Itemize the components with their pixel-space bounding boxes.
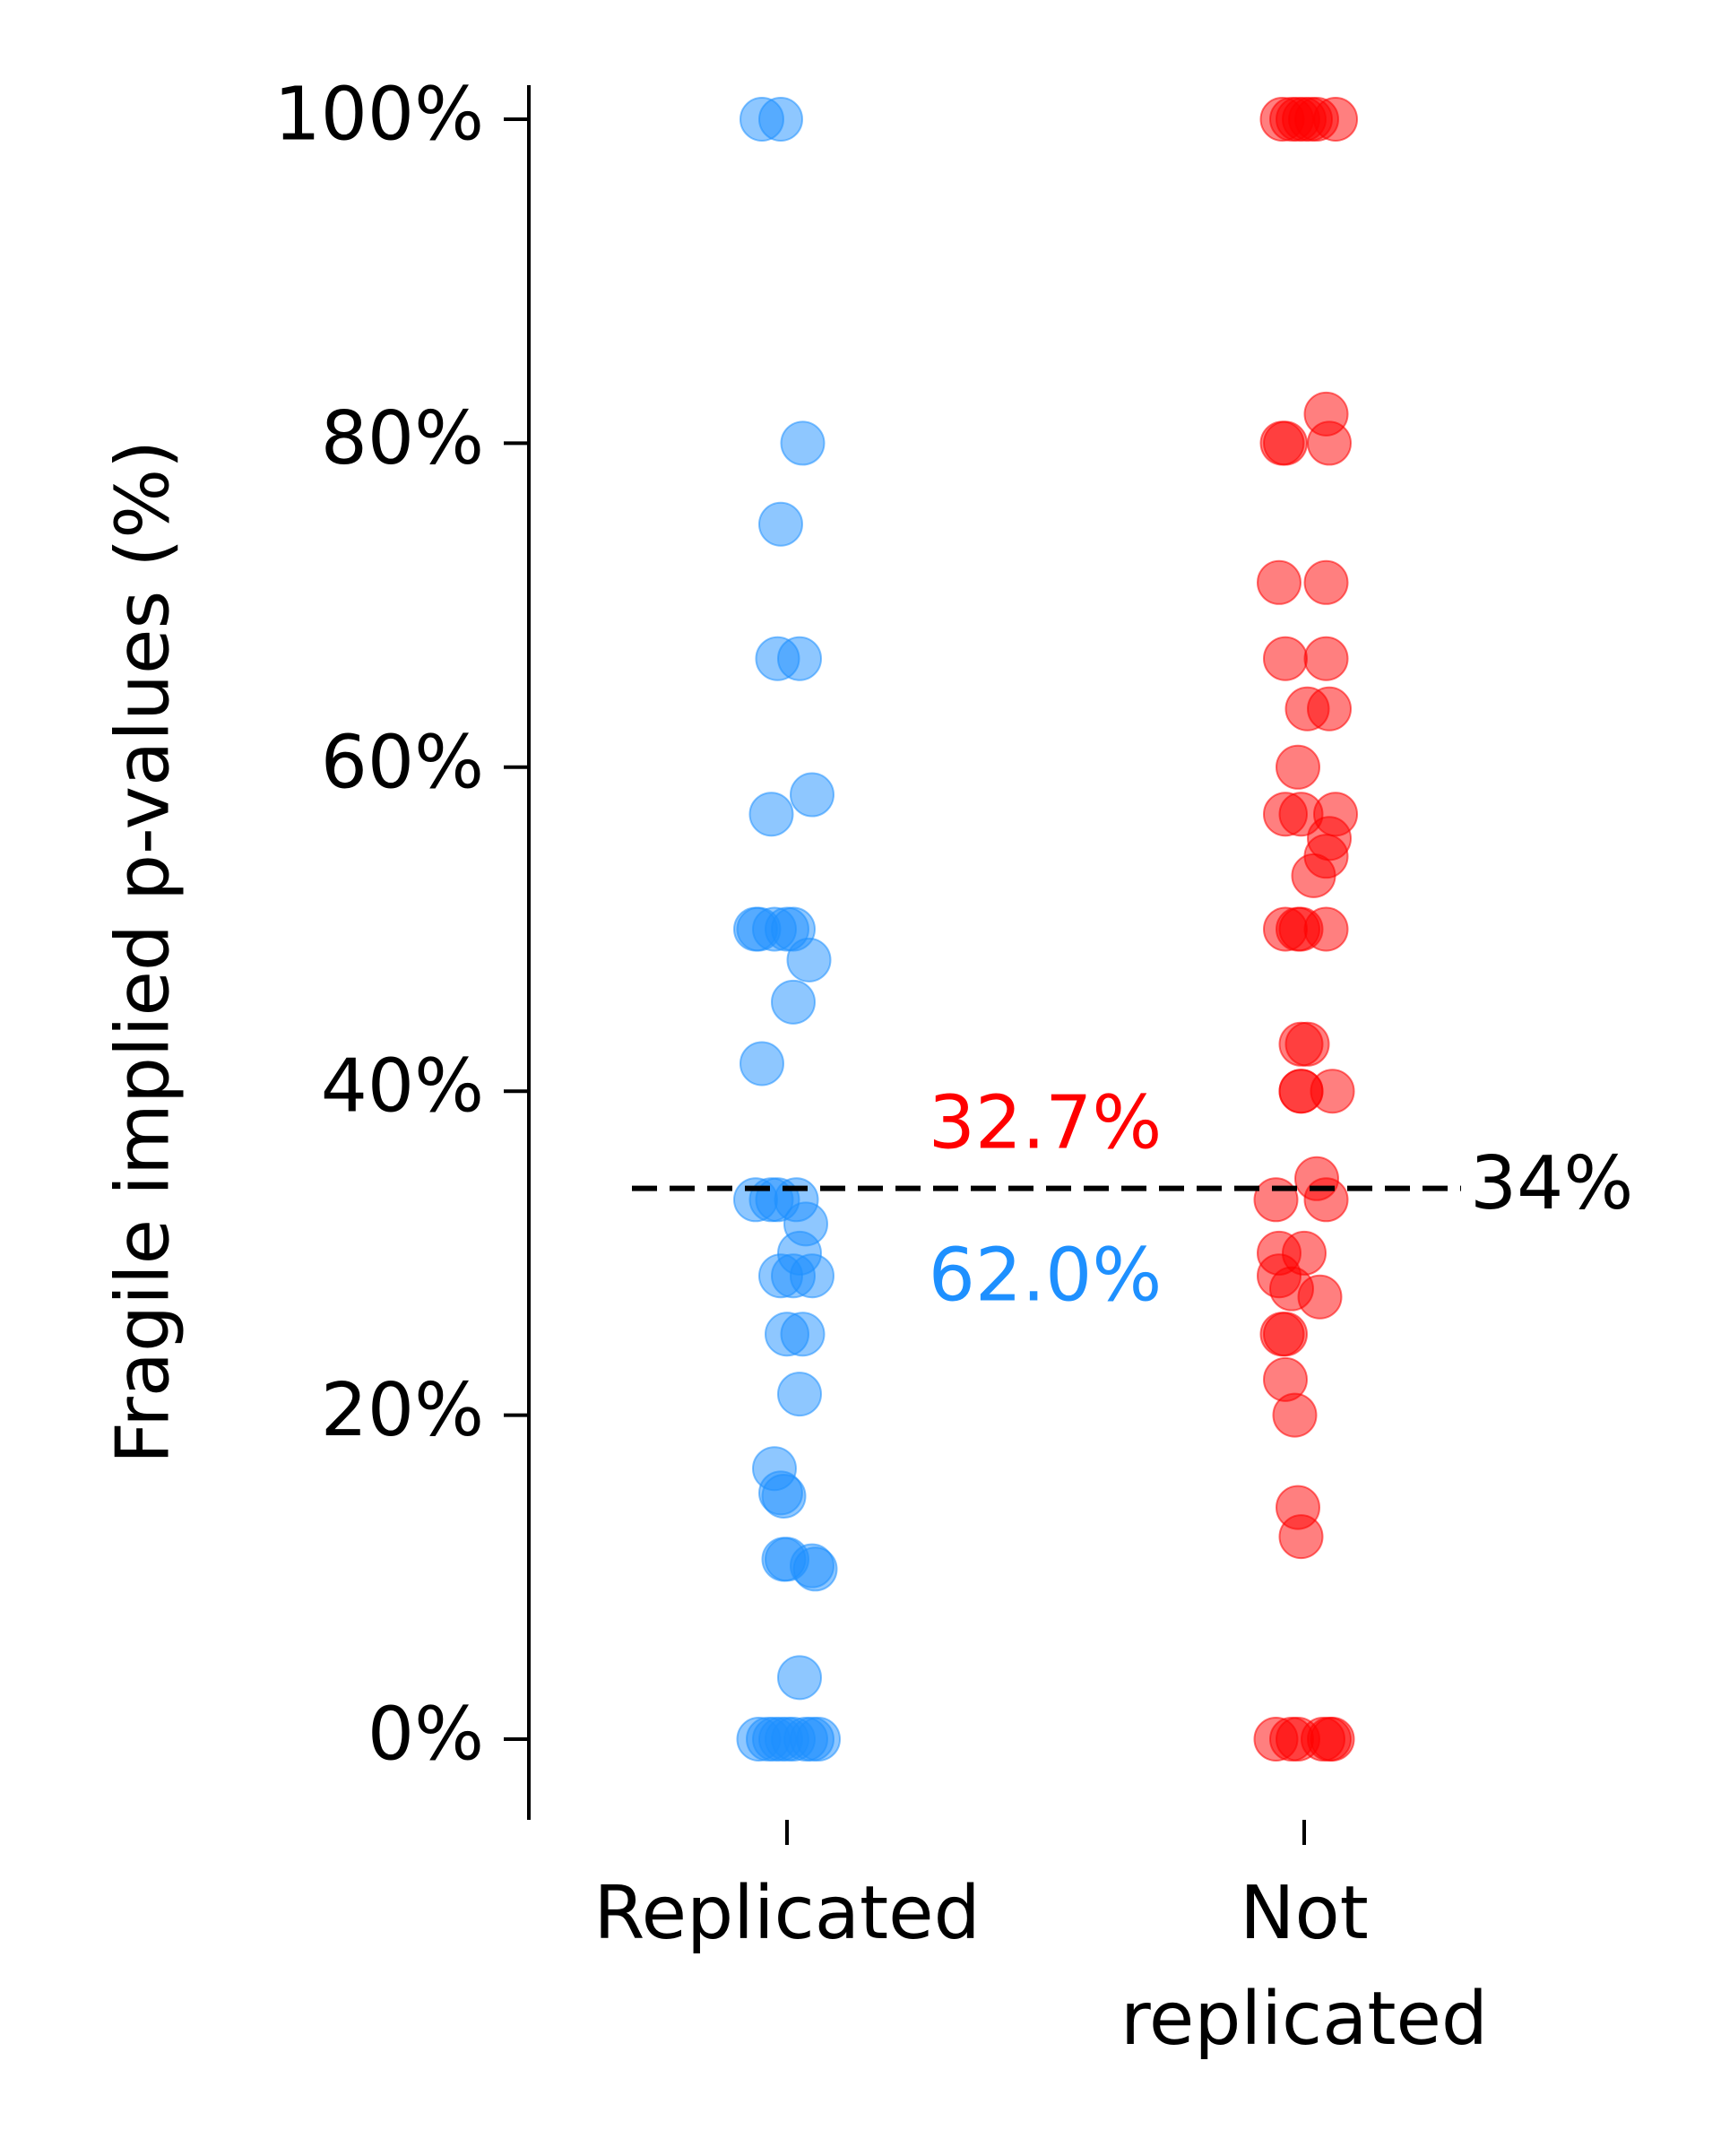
replicated-point: [748, 792, 794, 837]
not-replicated-point: [1303, 1177, 1349, 1223]
y-tick-label: 60%: [321, 720, 484, 805]
replicated-point: [777, 1372, 822, 1417]
y-tick-label: 40%: [321, 1044, 484, 1130]
replicated-point: [771, 979, 816, 1025]
not-replicated-point: [1253, 1177, 1299, 1223]
x-axis-ticks: Replicated Not replicated: [593, 1820, 1488, 2062]
not-replicated-point: [1259, 1312, 1305, 1357]
replicated-point: [790, 1253, 835, 1299]
replicated-point: [780, 420, 826, 466]
y-axis-ticks: 0% 20% 40% 60% 80% 100%: [274, 72, 529, 1777]
y-tick-label: 20%: [321, 1368, 484, 1453]
annotation-replicated-share: 62.0%: [929, 1234, 1163, 1319]
not-replicated-point: [1307, 420, 1352, 466]
x-tick-label: Replicated: [593, 1871, 980, 1956]
y-tick-label: 100%: [274, 72, 484, 157]
replicated-point: [796, 1717, 841, 1762]
replicated-point: [758, 501, 803, 547]
not-replicated-point: [1310, 1069, 1355, 1114]
not-replicated-point: [1272, 1392, 1318, 1438]
not-replicated-point: [1310, 1717, 1355, 1762]
not-replicated-point: [1297, 1274, 1343, 1320]
y-tick-label: 80%: [321, 396, 484, 481]
not-replicated-point: [1263, 636, 1308, 681]
annotation-not-replicated-share: 32.7%: [929, 1081, 1163, 1166]
y-axis-title: Fragile implied p-values (%): [100, 440, 186, 1464]
replicated-point: [777, 1655, 822, 1701]
not-replicated-point: [1257, 559, 1302, 605]
not-replicated-point: [1303, 559, 1349, 605]
replicated-point: [790, 772, 835, 818]
threshold-label: 34%: [1470, 1141, 1633, 1226]
not-replicated-point: [1303, 636, 1349, 681]
not-replicated-point: [1313, 97, 1358, 142]
replicated-point: [786, 937, 832, 983]
not-replicated-point: [1278, 1514, 1324, 1560]
y-tick-label: 0%: [368, 1692, 484, 1777]
replicated-point: [792, 1546, 838, 1592]
not-replicated-point: [1276, 744, 1320, 790]
not-replicated-point: [1284, 1021, 1330, 1067]
not-replicated-point: [1263, 420, 1308, 466]
replicated-point: [758, 97, 803, 142]
replicated-point: [739, 1041, 784, 1087]
replicated-point: [777, 636, 822, 681]
not-replicated-point: [1291, 853, 1336, 898]
data-points: [733, 97, 1358, 1762]
x-tick-label: Not replicated: [1120, 1871, 1488, 2062]
not-replicated-point: [1303, 906, 1349, 952]
not-replicated-point: [1307, 686, 1352, 732]
replicated-point: [780, 1312, 826, 1357]
replicated-point: [761, 1473, 807, 1519]
